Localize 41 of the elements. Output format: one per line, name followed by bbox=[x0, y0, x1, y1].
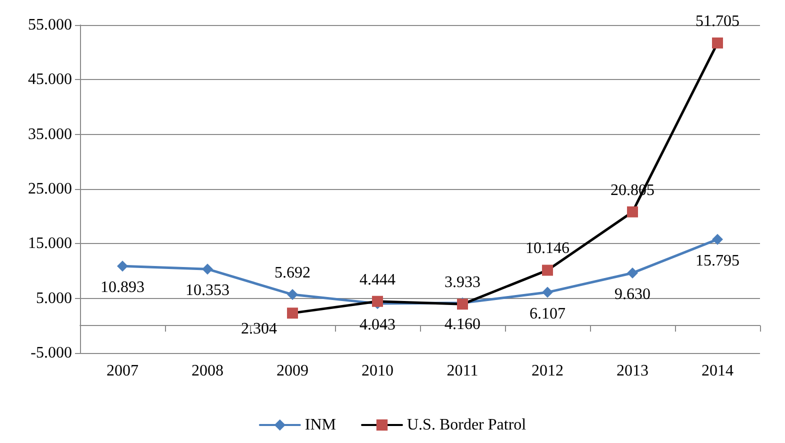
point bbox=[117, 260, 128, 272]
data-label: 6.107 bbox=[530, 305, 566, 322]
y-tick-label: 55.000 bbox=[28, 16, 72, 34]
legend-label: U.S. Border Patrol bbox=[407, 416, 527, 434]
point bbox=[627, 206, 638, 218]
y-tick-label: 45.000 bbox=[28, 71, 72, 88]
y-tick-label: 25.000 bbox=[28, 180, 72, 198]
data-label: 5.692 bbox=[274, 264, 310, 282]
x-tick-label: 2013 bbox=[616, 362, 648, 380]
y-tick-label: 35.000 bbox=[28, 126, 72, 143]
y-tick-label: 15.000 bbox=[28, 235, 72, 252]
x-tick-label: 2012 bbox=[532, 362, 564, 380]
data-label: 4.043 bbox=[360, 316, 396, 334]
data-label: 10.353 bbox=[186, 282, 230, 300]
x-tick-label: 2010 bbox=[362, 362, 394, 380]
data-label: 2.304 bbox=[241, 320, 277, 338]
legend-label: INM bbox=[304, 416, 336, 434]
point bbox=[627, 268, 638, 279]
point bbox=[287, 308, 298, 319]
point bbox=[712, 38, 723, 49]
point bbox=[287, 289, 298, 300]
data-label: 10.893 bbox=[100, 279, 144, 296]
point bbox=[542, 286, 553, 298]
data-label: 10.146 bbox=[526, 240, 570, 258]
data-label: 3.933 bbox=[444, 274, 480, 292]
data-label: 9.630 bbox=[614, 286, 650, 304]
data-label: 4.160 bbox=[444, 316, 480, 333]
data-label: 4.444 bbox=[360, 271, 396, 288]
x-tick-label: 2007 bbox=[106, 362, 138, 380]
y-tick-label: -5.000 bbox=[30, 344, 72, 362]
point bbox=[542, 264, 553, 276]
x-tick-label: 2011 bbox=[446, 362, 478, 380]
point bbox=[372, 296, 383, 307]
y-tick-label: 5.000 bbox=[36, 290, 72, 307]
data-label: 15.795 bbox=[696, 252, 740, 270]
point bbox=[712, 234, 723, 245]
x-tick-label: 2008 bbox=[192, 362, 224, 380]
data-label: 51.705 bbox=[696, 13, 740, 30]
x-tick-label: 2009 bbox=[276, 362, 308, 380]
x-tick-label: 2014 bbox=[702, 362, 734, 380]
point bbox=[202, 264, 213, 275]
